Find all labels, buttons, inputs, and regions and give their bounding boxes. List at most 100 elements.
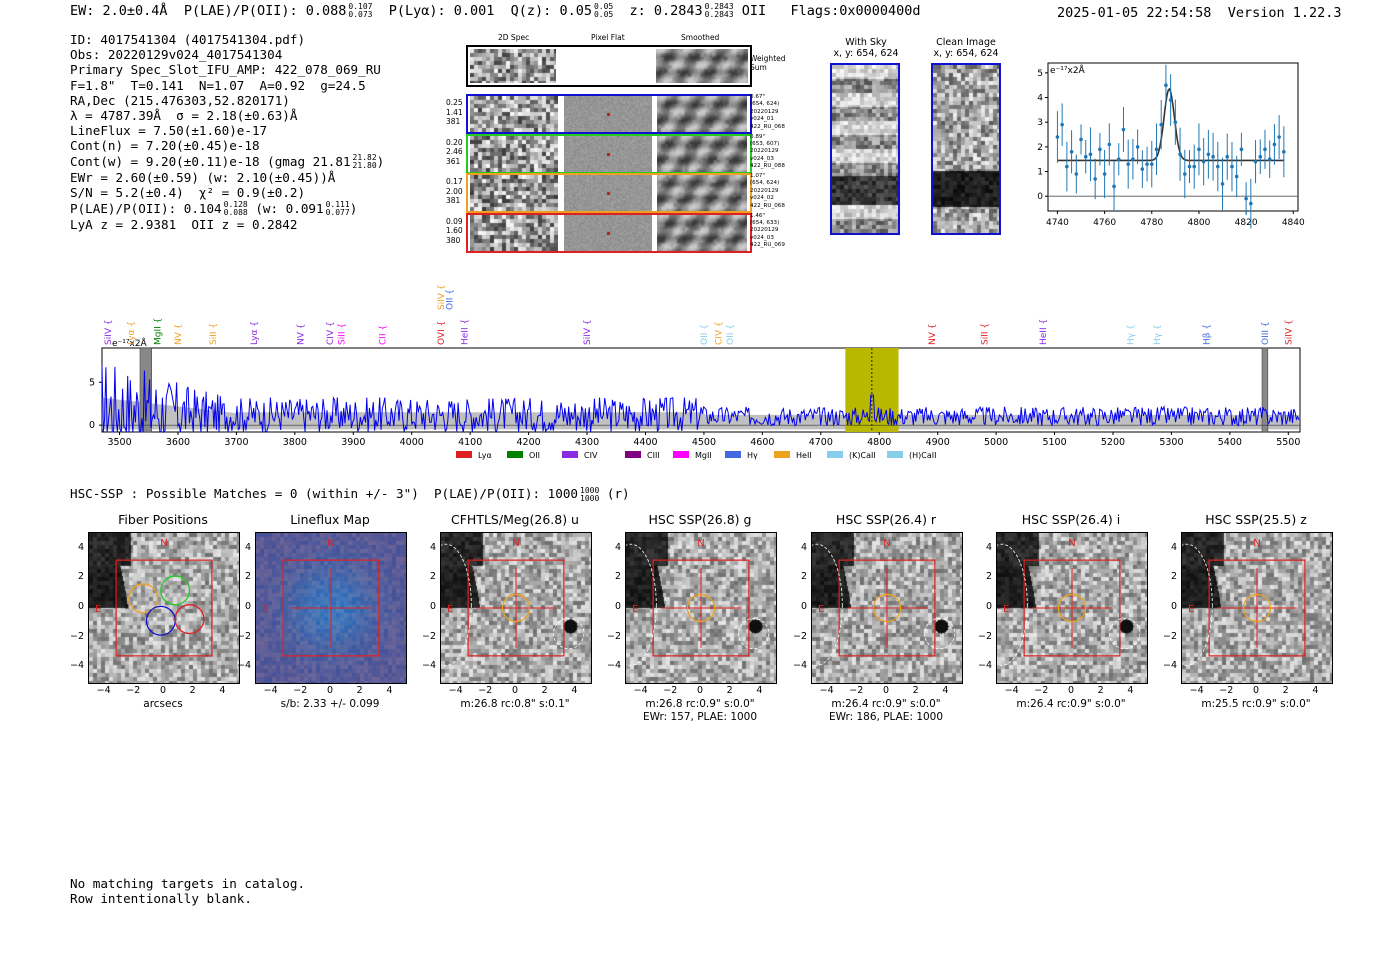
hsc-summary-text: HSC-SSP : Possible Matches = 0 (within +…	[70, 486, 578, 501]
spec-row-smooth-2	[657, 175, 747, 211]
clean-canvas	[933, 65, 999, 233]
contw-hi: 21.82	[352, 153, 377, 163]
hsc-ytick-3-2: 0	[614, 601, 621, 612]
info-contw-row: Cont(w) = 9.20(±0.11)e-18 (gmag 21.81 21.…	[70, 154, 384, 171]
spec-row-left-2-2: 381	[446, 196, 461, 205]
info-radec: RA,Dec (215.476303,52.820171)	[70, 92, 290, 108]
emission-line-label-5: Lyα {	[250, 321, 260, 345]
zoom-data-point	[1083, 154, 1088, 159]
hsc-caption2-4: EWr: 186, PLAE: 1000	[828, 711, 944, 723]
north-marker: N	[697, 538, 704, 549]
legend-label-4: MgII	[695, 451, 712, 460]
emission-line-label-6: NV {	[297, 324, 307, 345]
z-value: z: 0.2843	[629, 3, 703, 19]
hsc-xtick-6-2: 0	[1252, 685, 1260, 696]
legend-label-7: (K)CaII	[849, 451, 876, 460]
hsc-overlay-5: NE	[997, 538, 1141, 666]
info-sn: S/N = 5.2(±0.4) χ² = 0.9(±0.2)	[70, 185, 306, 201]
zoom-ytick-4: 4	[1037, 94, 1043, 104]
zoom-data-point	[1282, 150, 1286, 154]
spectrum-xtick-16: 5100	[1042, 437, 1066, 448]
spectrum-ytick-1: 5	[89, 377, 95, 388]
east-marker: E	[95, 604, 101, 615]
plae-value: P(LAE)/P(OII): 0.088	[183, 3, 347, 19]
upper-line-label-0: SiIV {	[437, 284, 447, 310]
galaxy-ellipse	[1182, 543, 1213, 666]
target-circle	[501, 593, 531, 623]
emission-line-label-2: MgII {	[154, 318, 164, 345]
emission-line-label-9: CII {	[379, 325, 389, 345]
hsc-xtick-5-3: 2	[1097, 685, 1104, 696]
weighted-2d-cutout	[470, 49, 556, 83]
spec-row-smooth-3	[657, 214, 747, 251]
hsc-ytick-2-4: −4	[421, 660, 436, 672]
datetime: 2025-01-05 22:54:58	[1057, 5, 1212, 21]
spectrum-xtick-9: 4400	[633, 437, 657, 448]
emission-line-label-10: OVI {	[437, 321, 447, 345]
spectrum-xtick-7: 4200	[517, 437, 541, 448]
hsc-xtick-0-0: −4	[96, 685, 111, 696]
spec-row-left-1-2: 361	[446, 156, 461, 166]
spec-row-2d-1	[470, 135, 558, 172]
spectrum-xtick-5: 4000	[400, 437, 424, 448]
spec-row-right-2-1: (654, 624)	[750, 180, 780, 187]
info-lyaz: LyA z = 2.9381 OII z = 0.2842	[70, 217, 298, 233]
with-sky-title: With Sky x, y: 654, 624	[822, 37, 910, 59]
info-fiber: F=1.8" T=0.141 N=1.07 A=0.92 g=24.5	[70, 77, 366, 93]
hsc-xtick-2-2: 0	[511, 685, 519, 696]
legend-label-8: (H)CaII	[909, 451, 936, 460]
legend-label-5: Hγ	[747, 451, 758, 460]
zoom-ylabel: e⁻¹⁷x2Å	[1050, 64, 1086, 76]
info-plae-end: )	[349, 200, 358, 216]
spec-row-right-2-0: 1.07"	[750, 173, 766, 179]
hsc-ytick-5-1: 2	[985, 571, 992, 583]
galaxy-ellipse	[997, 543, 1028, 666]
aperture-box	[467, 559, 565, 657]
hsc-ytick-2-2: 0	[429, 601, 436, 612]
hsc-panel-title-2: CFHTLS/Meg(26.8) u	[451, 512, 579, 527]
spec-row-right-2-2: 20220129	[750, 187, 779, 194]
zoom-data-point	[1197, 147, 1201, 152]
neighbor-ellipse	[553, 617, 585, 650]
hsc-ytick-6-2: 0	[1170, 601, 1177, 612]
zoom-xtick-1: 4760	[1093, 218, 1116, 228]
hsc-xtick-0-1: −2	[126, 685, 141, 696]
emission-line-label-22: OIII {	[1261, 321, 1271, 345]
target-circle	[1242, 593, 1272, 623]
clean-xy: x, y: 654, 624	[933, 48, 999, 59]
zoom-data-point	[1149, 162, 1154, 166]
qz-lo: 0.05	[593, 10, 614, 19]
spec-row-right-0: 0.67" (654, 624) 20220129 v024_01 422_RU_068	[750, 94, 785, 131]
spec-row-flat-3	[564, 214, 652, 251]
zoom-data-point	[1107, 142, 1112, 147]
zoom-data-point	[1244, 196, 1248, 201]
legend-label-2: CIV	[584, 451, 598, 460]
hsc-xtick-2-0: −4	[448, 685, 463, 696]
spec-row-left-0-2: 381	[446, 117, 461, 126]
east-marker: E	[632, 604, 638, 615]
info-lambda: λ = 4787.39Å σ = 2.18(±0.63)Å	[70, 108, 298, 124]
hsc-xtick-3-0: −4	[633, 685, 648, 696]
emission-line-label-15: OII {	[726, 324, 736, 345]
spectrum-xtick-18: 5300	[1159, 437, 1183, 448]
zoom-data-point	[1102, 172, 1107, 176]
weighted-sum-label: Weighted Sum	[750, 54, 786, 72]
qz-value: Q(z): 0.05	[510, 3, 592, 19]
legend-swatch-7	[827, 451, 843, 458]
spec-row-right-0-0: 0.67"	[750, 94, 766, 100]
fiber-circle-3	[174, 604, 205, 635]
hsc-xtick-6-3: 2	[1282, 685, 1289, 696]
hsc-xtick-0-3: 2	[189, 685, 196, 696]
hsc-ytick-4-0: 4	[800, 541, 807, 553]
detection-info: ID: 4017541304 (4017541304.pdf) Obs: 202…	[70, 32, 384, 232]
spectrum-xtick-1: 3600	[166, 437, 190, 448]
spec-row-right-3: 1.46" (654, 633) 20220129 v024_03 422_RU_069	[750, 213, 785, 250]
spec-row-right-3-3: v024_03	[750, 234, 774, 241]
hsc-ytick-1-1: 2	[244, 571, 251, 583]
legend-swatch-8	[887, 451, 903, 458]
fiber-circle-0	[128, 583, 159, 614]
zoom-ytick-3: 3	[1037, 118, 1043, 128]
east-marker: E	[1188, 604, 1194, 615]
